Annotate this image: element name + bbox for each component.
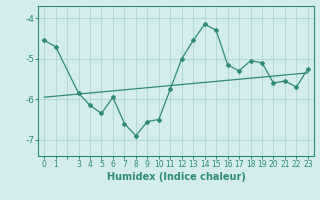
X-axis label: Humidex (Indice chaleur): Humidex (Indice chaleur) [107,172,245,182]
